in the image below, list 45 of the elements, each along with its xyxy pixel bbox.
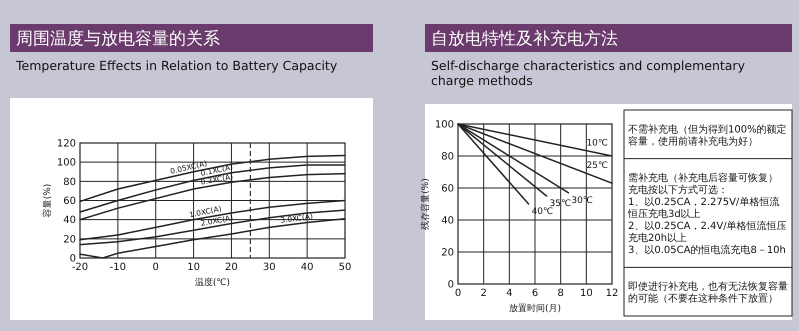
y-tick-label: 60	[63, 196, 76, 207]
text: 不需补充电（但为得到100%的额定容量，使用前请补充电为好）	[628, 123, 787, 148]
x-tick-label: 0	[152, 262, 159, 273]
y-axis-title: 残存容量(%)	[420, 178, 431, 230]
x-tick-label: 10	[580, 288, 593, 299]
x-tick-label: 4	[506, 288, 513, 299]
text: 2、以0.25CA，2.4V/单格恒流恒压充电20h以上	[628, 220, 787, 244]
text: 需补充电（补充电后容量可恢复）	[628, 172, 778, 184]
y-tick-label: 60	[441, 184, 454, 194]
y-tick-label: 80	[441, 152, 454, 162]
x-tick-label: 20	[225, 262, 238, 273]
y-tick-label: 20	[441, 248, 454, 258]
y-tick-label: 0	[70, 254, 76, 264]
y-axis-title: 容量(%)	[42, 184, 53, 218]
x-axis-title: 放置时间(月)	[508, 303, 562, 314]
chart-subtitle: Self-discharge characteristics and complementary charge methods	[431, 58, 746, 88]
x-tick-label: 2	[480, 288, 487, 299]
text: 1、以0.25CA，2.275V/单格恒流恒压充电3d以上	[627, 196, 780, 220]
text: 即使进行补充电，也有无法恢复容量的可能（不要在这种条件下放置）	[628, 280, 788, 305]
x-tick-label: -20	[72, 262, 88, 273]
chart-title: 自放电特性及补充电方法	[431, 29, 618, 49]
y-tick-label: 40	[63, 215, 76, 226]
x-tick-label: 8	[557, 288, 564, 299]
x-axis-title: 温度(℃)	[194, 277, 230, 288]
series-label: 10℃	[586, 138, 608, 149]
y-tick-label: 40	[441, 216, 454, 226]
y-tick-label: 120	[56, 138, 76, 150]
y-tick-label: 0	[448, 280, 454, 290]
x-tick-label: -10	[110, 262, 126, 273]
y-tick-label: 80	[63, 176, 76, 188]
x-tick-label: 30	[262, 262, 276, 273]
y-tick-label: 100	[56, 158, 76, 169]
x-tick-label: 10	[187, 262, 200, 273]
chart-title: 周围温度与放电容量的关系	[16, 29, 220, 49]
x-tick-label: 50	[338, 262, 352, 273]
text: 3、以0.05CA的恒电流充电8－10h	[628, 244, 786, 256]
y-tick-label: 100	[434, 120, 454, 130]
x-tick-label: 6	[532, 288, 538, 299]
y-tick-label: 20	[63, 234, 76, 246]
series-label: 25℃	[586, 161, 608, 172]
chart-subtitle: Temperature Effects in Relation to Battery Capacity	[15, 58, 338, 73]
text: 充电按以下方式可选：	[628, 184, 728, 196]
x-tick-label: 12	[606, 288, 618, 299]
x-tick-label: 0	[454, 288, 462, 299]
x-tick-label: 40	[300, 262, 314, 273]
